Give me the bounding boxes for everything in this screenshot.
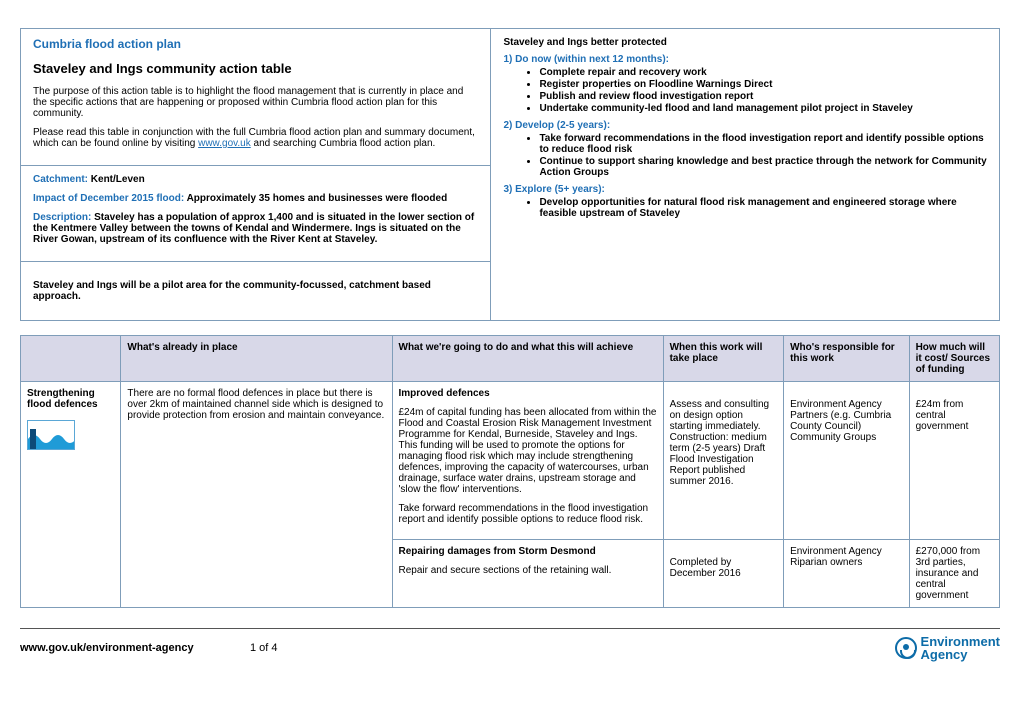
logo-text-2: Agency	[921, 648, 1000, 661]
cell-in-place: There are no formal flood defences in pl…	[121, 382, 392, 608]
list-item: Complete repair and recovery work	[539, 67, 987, 78]
impact-value: Approximately 35 homes and businesses we…	[184, 193, 447, 204]
phase-2-list: Take forward recommendations in the floo…	[503, 133, 987, 178]
phase-1-label: 1) Do now (within next 12 months):	[503, 54, 987, 65]
who-text: Environment Agency Partners (e.g. Cumbri…	[790, 399, 891, 443]
cell-achieve: Repairing damages from Storm Desmond Rep…	[392, 540, 663, 608]
ea-logo-icon	[895, 637, 917, 659]
read-post: and searching Cumbria flood action plan.	[251, 138, 436, 149]
catchment-line: Catchment: Kent/Leven	[33, 174, 478, 185]
table-row: Strengthening flood defences There are n…	[21, 382, 1000, 540]
summary-cell-pilot: Staveley and Ings will be a pilot area f…	[21, 262, 490, 320]
footer-url: www.gov.uk/environment-agency	[20, 642, 194, 654]
achieve-p1: £24m of capital funding has been allocat…	[399, 407, 657, 495]
phase-3-label: 3) Explore (5+ years):	[503, 184, 987, 195]
cell-achieve: Improved defences £24m of capital fundin…	[392, 382, 663, 540]
when-text: Completed by December 2016	[670, 557, 741, 579]
govuk-link[interactable]: www.gov.uk	[198, 138, 251, 149]
list-item: Continue to support sharing knowledge an…	[539, 156, 987, 178]
page-footer: www.gov.uk/environment-agency 1 of 4 Env…	[20, 628, 1000, 671]
summary-cell-intro: Cumbria flood action plan Staveley and I…	[21, 29, 490, 166]
achieve-title2: Repairing damages from Storm Desmond	[399, 546, 657, 557]
achieve-title: Improved defences	[399, 388, 657, 399]
catchment-value: Kent/Leven	[88, 174, 145, 185]
read-with-text: Please read this table in conjunction wi…	[33, 127, 478, 149]
cell-when: Assess and consulting on design option s…	[663, 382, 783, 540]
right-heading: Staveley and Ings better protected	[503, 37, 987, 48]
list-item: Publish and review flood investigation r…	[539, 91, 987, 102]
pilot-text: Staveley and Ings will be a pilot area f…	[33, 280, 478, 302]
th-achieve: What we're going to do and what this wil…	[392, 336, 663, 382]
list-item: Undertake community-led flood and land m…	[539, 103, 987, 114]
when-text: Assess and consulting on design option s…	[670, 399, 770, 487]
th-in-place: What's already in place	[121, 336, 392, 382]
list-item: Register properties on Floodline Warning…	[539, 79, 987, 90]
th-blank	[21, 336, 121, 382]
purpose-text: The purpose of this action table is to h…	[33, 86, 478, 119]
achieve-p3: Repair and secure sections of the retain…	[399, 565, 657, 576]
summary-right: Staveley and Ings better protected 1) Do…	[490, 29, 999, 320]
flood-defence-icon	[27, 420, 75, 450]
th-who: Who's responsible for this work	[784, 336, 910, 382]
phase-3-list: Develop opportunities for natural flood …	[503, 197, 987, 219]
ea-logo: Environment Agency	[895, 635, 1000, 661]
impact-line: Impact of December 2015 flood: Approxima…	[33, 193, 478, 204]
desc-value: Staveley has a population of approx 1,40…	[33, 212, 474, 245]
list-item: Take forward recommendations in the floo…	[539, 133, 987, 155]
cell-when: Completed by December 2016	[663, 540, 783, 608]
cell-who: Environment Agency Partners (e.g. Cumbri…	[784, 382, 910, 540]
phase-1-list: Complete repair and recovery work Regist…	[503, 67, 987, 114]
table-header-row: What's already in place What we're going…	[21, 336, 1000, 382]
cost-text: £24m from central government	[916, 399, 969, 432]
category-label: Strengthening flood defences	[27, 388, 114, 410]
page-number: 1 of 4	[250, 642, 278, 654]
cell-who: Environment Agency Riparian owners	[784, 540, 910, 608]
summary-cell-details: Catchment: Kent/Leven Impact of December…	[21, 166, 490, 262]
summary-box: Cumbria flood action plan Staveley and I…	[20, 28, 1000, 321]
th-when: When this work will take place	[663, 336, 783, 382]
desc-line: Description: Staveley has a population o…	[33, 212, 478, 245]
action-table: What's already in place What we're going…	[20, 335, 1000, 608]
cell-cost: £24m from central government	[909, 382, 999, 540]
phase-2-label: 2) Develop (2-5 years):	[503, 120, 987, 131]
desc-label: Description:	[33, 212, 91, 223]
plan-title: Cumbria flood action plan	[33, 37, 478, 51]
summary-left: Cumbria flood action plan Staveley and I…	[21, 29, 490, 320]
achieve-p2: Take forward recommendations in the floo…	[399, 503, 657, 525]
catchment-label: Catchment:	[33, 174, 88, 185]
list-item: Develop opportunities for natural flood …	[539, 197, 987, 219]
th-cost: How much will it cost/ Sources of fundin…	[909, 336, 999, 382]
cell-category: Strengthening flood defences	[21, 382, 121, 608]
impact-label: Impact of December 2015 flood:	[33, 193, 184, 204]
cell-cost: £270,000 from 3rd parties, insurance and…	[909, 540, 999, 608]
community-title: Staveley and Ings community action table	[33, 61, 478, 76]
